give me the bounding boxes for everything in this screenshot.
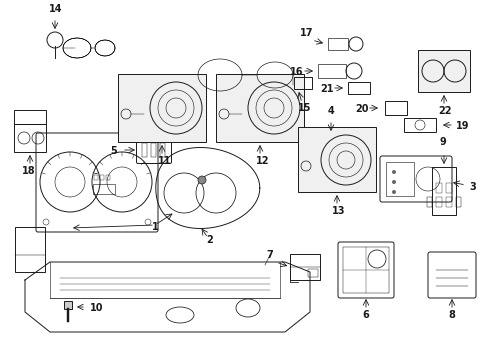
Bar — [151, 143, 156, 157]
Text: 15: 15 — [297, 103, 311, 113]
Bar — [455, 197, 460, 207]
Text: 13: 13 — [331, 206, 345, 216]
Circle shape — [391, 180, 395, 184]
Bar — [445, 197, 451, 207]
Text: 3: 3 — [468, 182, 475, 192]
Bar — [293, 77, 311, 89]
Bar — [64, 301, 72, 309]
Bar — [417, 50, 469, 92]
Bar — [307, 269, 317, 277]
Text: 5: 5 — [110, 146, 117, 156]
Text: 7: 7 — [265, 250, 272, 260]
Bar — [118, 74, 205, 142]
Bar — [297, 127, 375, 192]
Text: 20: 20 — [354, 104, 368, 114]
Bar — [14, 124, 46, 152]
Bar — [100, 175, 104, 180]
Circle shape — [391, 190, 395, 194]
Bar — [342, 247, 388, 293]
Text: 12: 12 — [256, 156, 269, 166]
Bar — [431, 167, 455, 215]
Bar — [426, 197, 431, 207]
Bar — [14, 110, 46, 124]
Text: 9: 9 — [439, 137, 446, 147]
Text: 14: 14 — [49, 4, 62, 14]
Bar — [106, 175, 110, 180]
Bar — [327, 38, 347, 50]
Text: 4: 4 — [327, 106, 334, 116]
Bar — [216, 74, 304, 142]
Bar — [384, 101, 406, 115]
Bar — [94, 175, 98, 180]
Bar — [347, 82, 369, 94]
Text: 19: 19 — [455, 121, 468, 131]
Bar — [93, 184, 115, 194]
Bar — [142, 143, 147, 157]
Bar — [385, 162, 413, 196]
Circle shape — [391, 170, 395, 174]
Bar — [317, 64, 346, 78]
Bar — [435, 183, 441, 193]
Bar — [435, 197, 441, 207]
Circle shape — [198, 176, 205, 184]
Text: 22: 22 — [437, 106, 450, 116]
Bar — [160, 143, 164, 157]
Text: 21: 21 — [319, 84, 333, 94]
Bar — [289, 254, 319, 280]
Bar — [15, 227, 45, 272]
Bar — [403, 118, 435, 132]
Text: 10: 10 — [90, 303, 103, 313]
Bar — [445, 183, 451, 193]
Text: 1: 1 — [151, 222, 158, 232]
Text: 16: 16 — [289, 67, 303, 77]
Text: 6: 6 — [361, 310, 368, 320]
Text: 8: 8 — [447, 310, 454, 320]
Text: 18: 18 — [22, 166, 36, 176]
Text: 11: 11 — [158, 156, 171, 166]
Circle shape — [328, 138, 333, 143]
Text: 17: 17 — [299, 28, 313, 38]
Text: 2: 2 — [206, 235, 213, 245]
